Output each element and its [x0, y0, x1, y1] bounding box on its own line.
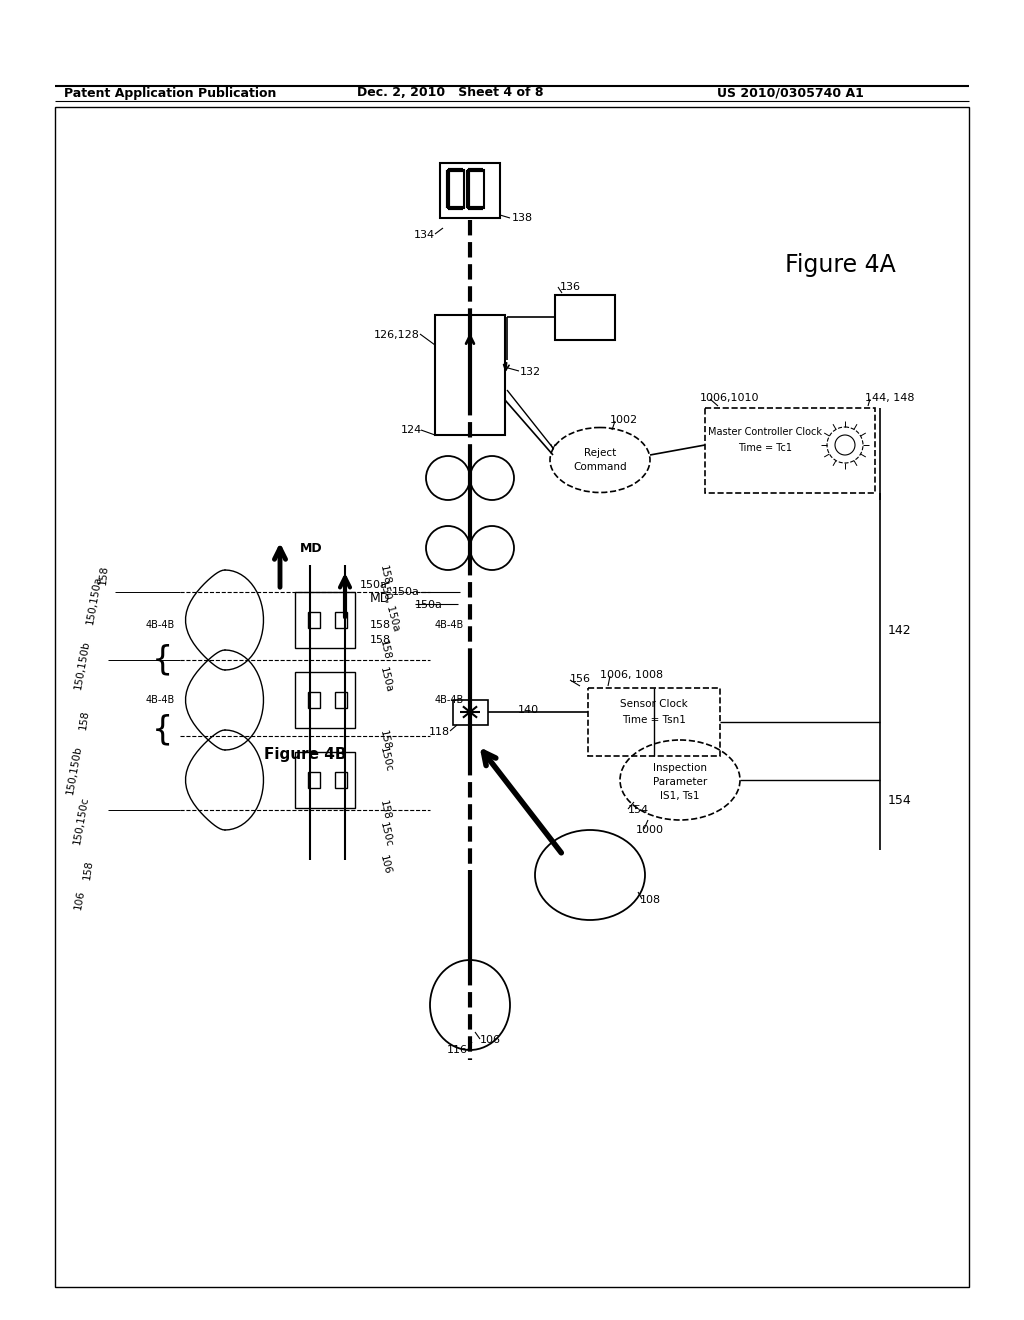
Text: Dec. 2, 2010   Sheet 4 of 8: Dec. 2, 2010 Sheet 4 of 8: [356, 87, 544, 99]
Text: Figure 4B: Figure 4B: [264, 747, 346, 763]
Text: 106: 106: [480, 1035, 501, 1045]
Text: 150,150c: 150,150c: [72, 795, 90, 845]
Bar: [308, 772, 319, 788]
Bar: [705, 408, 874, 492]
Text: 4B-4B: 4B-4B: [435, 620, 464, 630]
Text: 158: 158: [78, 709, 91, 730]
Bar: [308, 692, 319, 708]
Text: 156: 156: [570, 675, 591, 684]
Text: 150a: 150a: [378, 667, 394, 694]
Text: 150a: 150a: [392, 587, 420, 597]
Text: {: {: [152, 714, 173, 747]
Text: {: {: [152, 644, 173, 676]
Text: 1006,1010: 1006,1010: [700, 393, 760, 403]
Text: 4B-4B: 4B-4B: [435, 696, 464, 705]
Text: Patent Application Publication: Patent Application Publication: [63, 87, 276, 99]
Text: MD: MD: [300, 541, 323, 554]
Text: 4B-4B: 4B-4B: [145, 620, 175, 630]
Text: 158: 158: [98, 565, 110, 585]
Text: 126,128: 126,128: [374, 330, 420, 341]
Text: 158: 158: [378, 564, 392, 586]
Text: 108: 108: [640, 895, 662, 906]
Text: 132: 132: [520, 367, 541, 378]
Text: 150, 150a: 150, 150a: [378, 578, 401, 632]
Text: 150,150a: 150,150a: [85, 576, 103, 626]
Text: 158: 158: [378, 799, 392, 821]
Text: Time = Tsn1: Time = Tsn1: [622, 715, 686, 725]
Text: Parameter: Parameter: [653, 777, 708, 787]
Text: IS1, Ts1: IS1, Ts1: [660, 791, 699, 801]
Bar: [55, 107, 969, 1287]
Bar: [468, 170, 484, 209]
Text: 158: 158: [370, 620, 391, 630]
Bar: [308, 612, 319, 628]
Text: Figure 4A: Figure 4A: [784, 253, 895, 277]
Text: 124: 124: [400, 425, 422, 436]
Bar: [295, 591, 355, 648]
Text: 150a: 150a: [360, 579, 388, 590]
Text: 158: 158: [370, 635, 391, 645]
Text: Reject: Reject: [584, 447, 616, 458]
Text: 106: 106: [73, 890, 86, 911]
Bar: [449, 170, 464, 209]
Bar: [295, 752, 355, 808]
Text: 1002: 1002: [610, 414, 638, 425]
Text: 150c: 150c: [378, 746, 394, 774]
Text: 140: 140: [517, 705, 539, 715]
Text: 142: 142: [888, 623, 911, 636]
Text: 154: 154: [628, 805, 649, 814]
Text: 4B-4B: 4B-4B: [145, 696, 175, 705]
Text: 106: 106: [378, 854, 392, 875]
Text: 158: 158: [378, 639, 392, 661]
Text: 150a: 150a: [415, 601, 442, 610]
Bar: [453, 700, 488, 725]
Text: Sensor Clock: Sensor Clock: [621, 700, 688, 709]
Text: 150c: 150c: [378, 821, 394, 849]
Bar: [335, 612, 347, 628]
Text: 144, 148: 144, 148: [865, 393, 914, 403]
Bar: [440, 162, 500, 218]
Bar: [295, 672, 355, 729]
Text: 154: 154: [888, 793, 911, 807]
Text: MD: MD: [370, 591, 390, 605]
Text: 118: 118: [429, 727, 450, 737]
Text: Command: Command: [573, 462, 627, 473]
Bar: [588, 688, 720, 756]
Text: 116: 116: [447, 1045, 468, 1055]
Text: 134: 134: [414, 230, 435, 240]
Text: US 2010/0305740 A1: US 2010/0305740 A1: [717, 87, 863, 99]
Text: 158: 158: [378, 729, 392, 751]
Text: Master Controller Clock: Master Controller Clock: [708, 426, 822, 437]
Text: 136: 136: [560, 282, 581, 292]
Text: Inspection: Inspection: [653, 763, 707, 774]
Text: Time = Tc1: Time = Tc1: [738, 444, 792, 453]
Bar: [555, 294, 615, 341]
Text: 1006, 1008: 1006, 1008: [600, 671, 664, 680]
Bar: [335, 692, 347, 708]
Text: 138: 138: [512, 213, 534, 223]
Text: 158: 158: [82, 859, 94, 880]
Text: 150,150b: 150,150b: [65, 744, 83, 795]
Text: 1000: 1000: [636, 825, 664, 836]
Bar: [335, 772, 347, 788]
Text: 150,150b: 150,150b: [73, 640, 91, 690]
Bar: [435, 315, 505, 436]
